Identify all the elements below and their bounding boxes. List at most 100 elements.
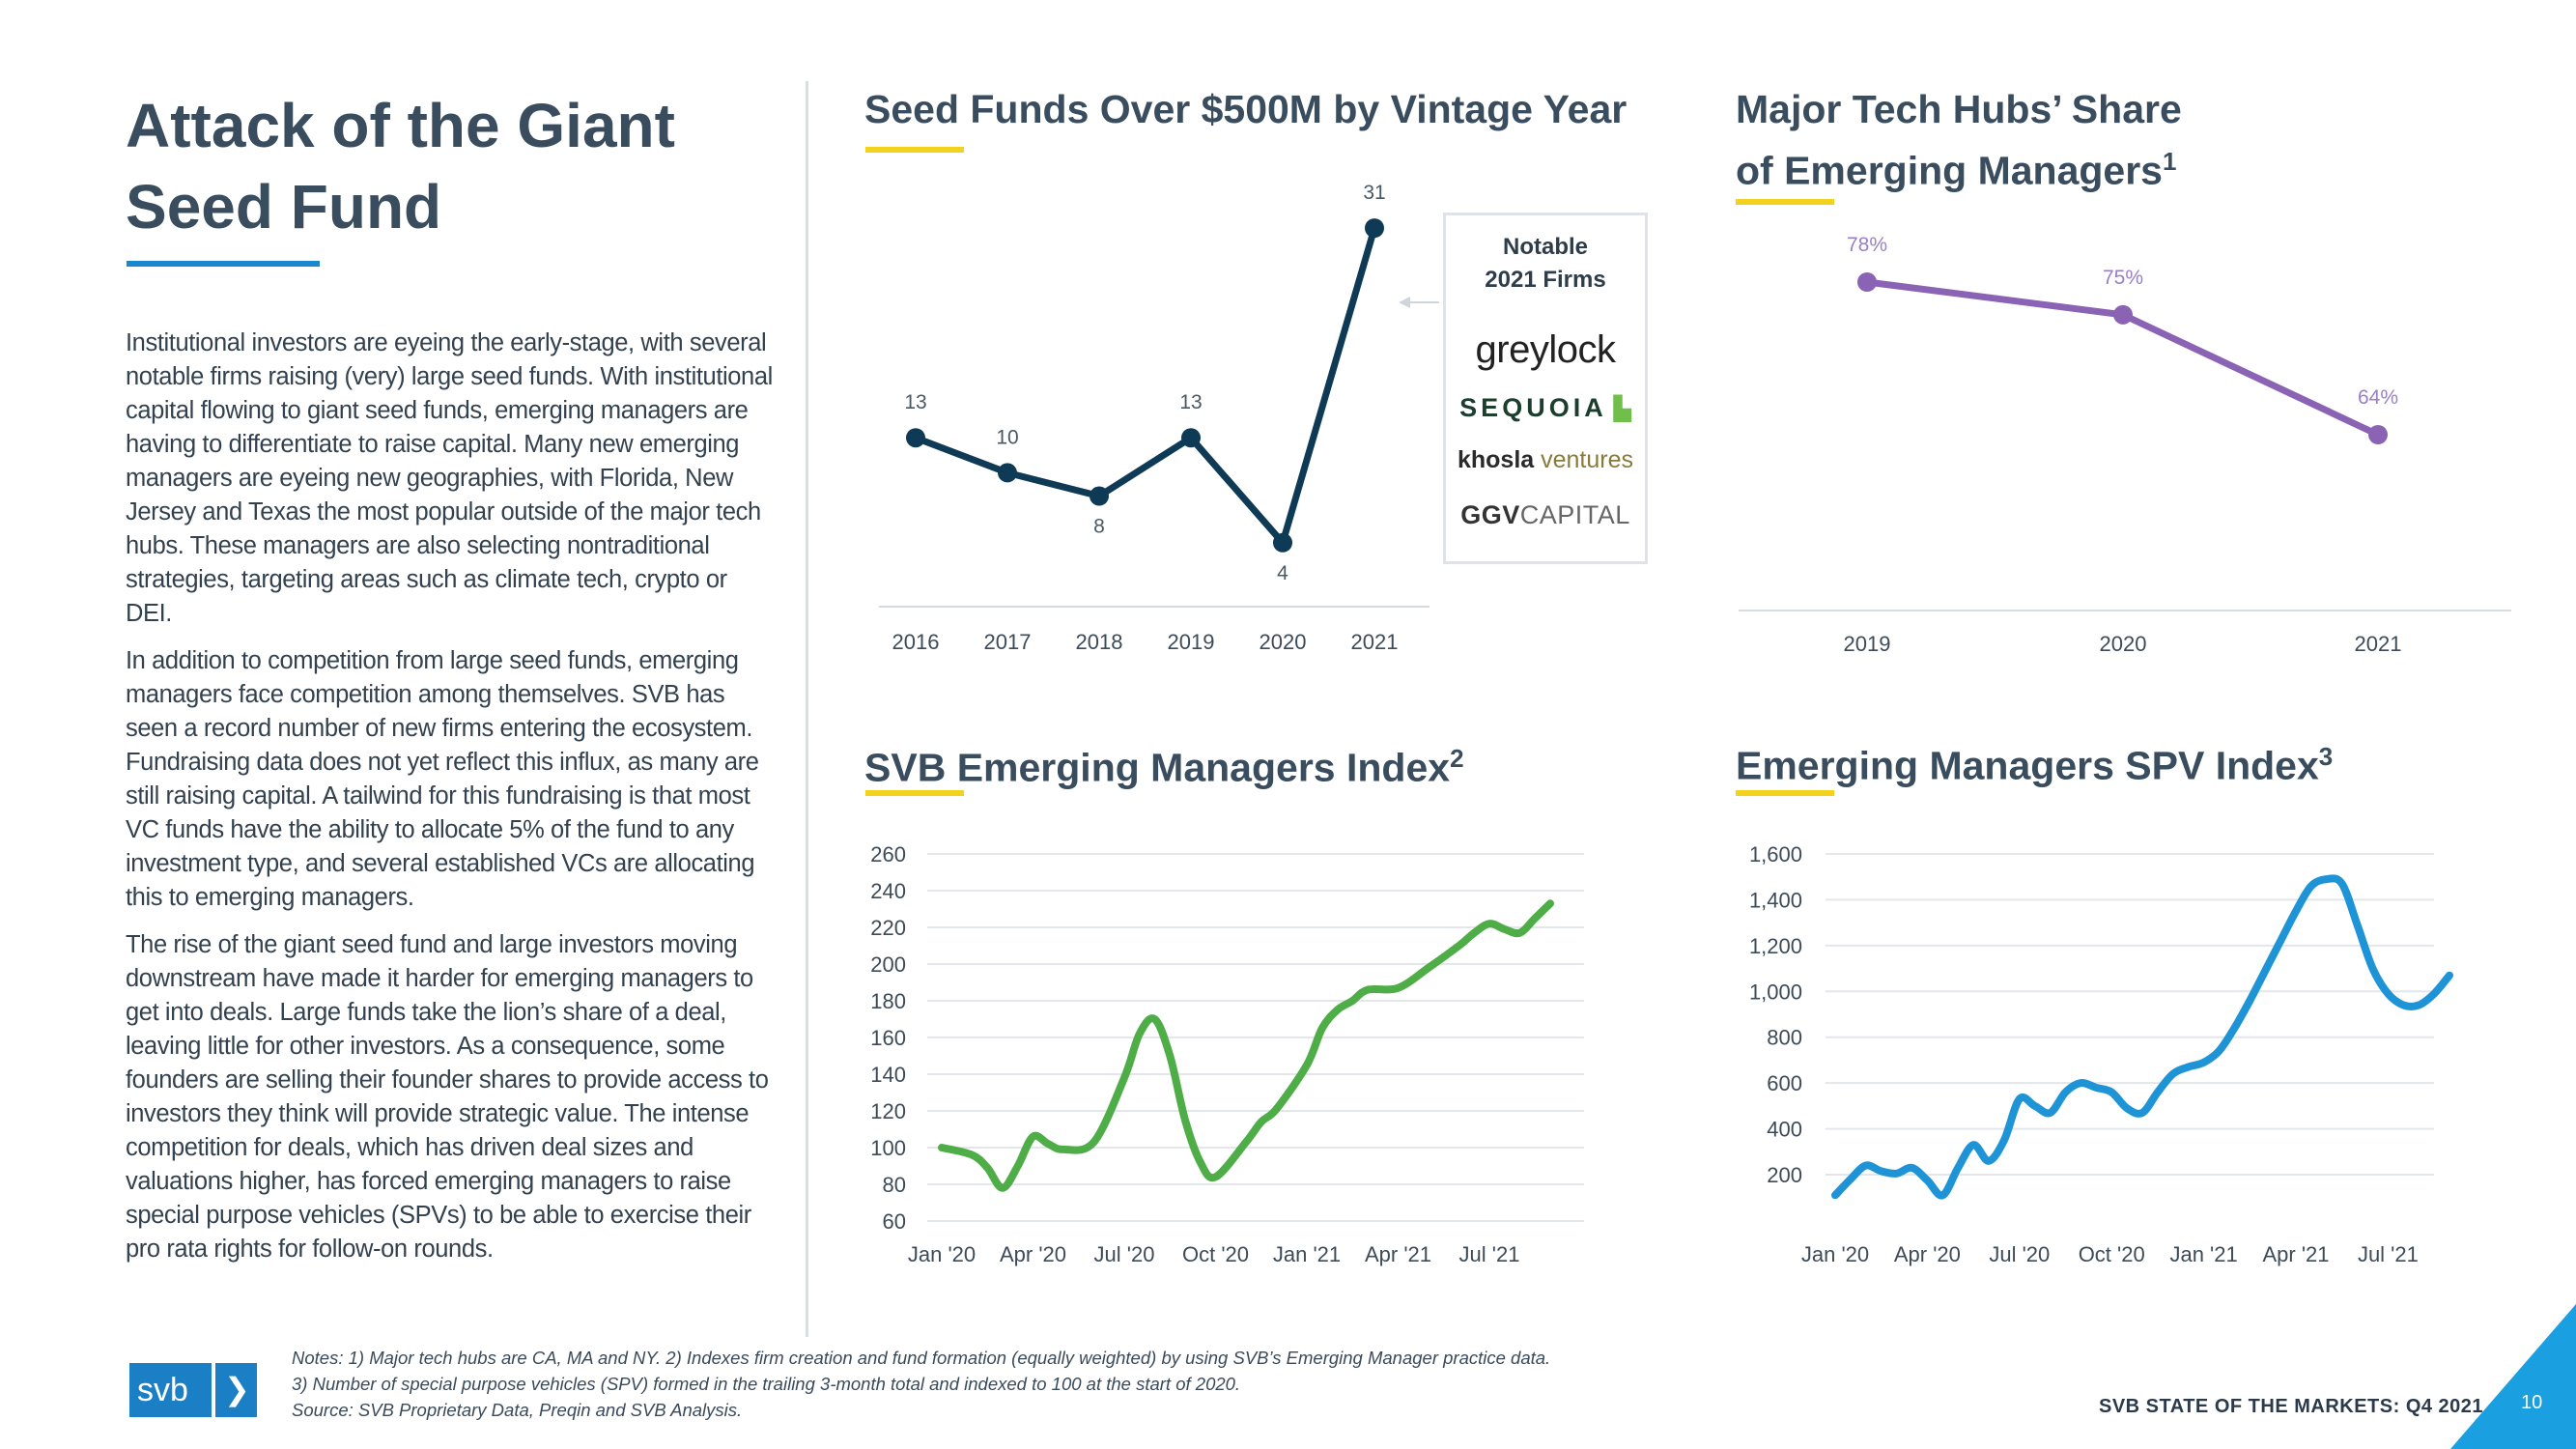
y-tick-label: 220 [870,916,906,940]
data-point [906,428,925,448]
data-label: 31 [1363,184,1385,204]
x-tick-label: 2017 [984,630,1032,654]
svb-logo-text: svb [137,1372,188,1408]
y-tick-label: 180 [870,989,906,1013]
y-tick-label: 240 [870,879,906,903]
data-label: 75% [2103,267,2143,289]
data-point [1857,272,1877,292]
x-tick-label: Apr '21 [2262,1242,2329,1266]
y-tick-label: 140 [870,1063,906,1087]
chart-title-tech-hubs-line2: of Emerging Managers [1736,148,2163,193]
paragraph-1: Institutional investors are eyeing the e… [126,329,773,627]
y-tick-label: 200 [1767,1163,1802,1187]
chart-seed-funds: 13 2016 10 2017 8 2018 13 2019 4 2020 31 2021 [879,184,1439,654]
data-label: 8 [1093,516,1105,538]
title-underline [127,261,320,267]
paragraph-2: In addition to competition from large se… [126,647,759,911]
paragraph-3: The rise of the giant seed fund and larg… [126,931,769,1263]
chevron-right-icon: ❯ [215,1363,257,1417]
x-tick-label: Jul '21 [2358,1242,2419,1266]
x-tick-label: Jul '21 [1459,1242,1520,1266]
notable-firms-title-line2: 2021 Firms [1485,267,1606,293]
data-point [2113,304,2133,325]
chart-title-emi: SVB Emerging Managers Index2 [864,732,1464,794]
chart-title-emi-text: SVB Emerging Managers Index [864,745,1451,790]
y-tick-label: 600 [1767,1071,1802,1095]
chart-title-tech-hubs: Major Tech Hubs’ Share of Emerging Manag… [1736,83,2182,197]
chart-underline-spv [1736,790,1834,796]
data-point [998,463,1017,483]
data-point [1365,218,1384,239]
notable-firms-title-line1: Notable [1502,234,1588,260]
x-tick-label: 2019 [1844,632,1891,656]
y-tick-label: 160 [870,1026,906,1050]
notes-line-1: Notes: 1) Major tech hubs are CA, MA and… [292,1348,1551,1368]
x-tick-label: 2021 [1351,630,1399,654]
notable-firms-box: Notable 2021 Firms greylock SEQUOIA ▙ kh… [1443,213,1648,564]
page-title: Attack of the Giant Seed Fund [126,85,724,247]
x-tick-label: 2020 [2100,632,2147,656]
x-tick-label: Apr '21 [1365,1242,1431,1266]
y-tick-label: 80 [883,1173,906,1197]
ggv-capital-text: CAPITAL [1519,500,1630,529]
y-tick-label: 60 [883,1209,906,1234]
x-tick-label: Jul '20 [1989,1242,2050,1266]
chart-spv-line [1831,874,2453,1200]
sequoia-leaf-icon: ▙ [1606,396,1631,422]
data-label: 13 [1179,391,1202,413]
khosla-logo-text: khosla [1457,446,1535,473]
y-tick-label: 200 [870,952,906,977]
chart-tech-hubs: 78% 2019 75% 2020 64% 2021 [1739,234,2511,656]
chart-spv: 1,600 1,400 1,200 1,000 800 600 400 200 Jan '20… [1749,842,2453,1266]
footnotes: Notes: 1) Major tech hubs are CA, MA and… [292,1345,1741,1423]
data-point [1273,532,1292,553]
data-label: 4 [1277,562,1288,584]
column-divider [806,81,808,1337]
chart-emi-line [938,899,1554,1192]
chart-title-seed-funds-text: Seed Funds Over $500M by Vintage Year [864,87,1628,131]
greylock-logo-text: greylock [1475,328,1616,371]
x-tick-label: Apr '20 [1000,1242,1066,1266]
ggv-logo-text: GGV [1460,500,1520,529]
page-title-line2: Seed Fund [126,172,442,242]
x-tick-label: 2021 [2355,632,2402,656]
chart-underline-tech-hubs [1736,199,1834,205]
data-label: 13 [904,391,926,413]
data-label: 10 [996,426,1018,448]
chart-seed-funds-line [914,227,1378,547]
sequoia-logo: SEQUOIA ▙ [1446,390,1645,427]
chart-underline-emi [865,790,964,796]
x-tick-label: 2018 [1076,630,1123,654]
y-tick-label: 100 [870,1136,906,1160]
notable-firms-title: Notable 2021 Firms [1446,231,1645,297]
x-tick-label: Jan '20 [908,1242,976,1266]
y-tick-label: 1,200 [1749,934,1802,958]
khosla-logo: khosla ventures [1446,443,1645,476]
x-tick-label: 2016 [892,630,940,654]
chart-underline-seed-funds [865,147,964,153]
data-point [1181,428,1201,448]
notes-line-2: 3) Number of special purpose vehicles (S… [292,1374,1241,1394]
chart-emi: 260 240 220 200 180 160 140 120 100 80 60 Jan '20 A… [870,842,1584,1266]
data-point [1090,486,1109,506]
data-label: 78% [1847,234,1887,256]
y-tick-label: 1,600 [1749,842,1802,867]
x-tick-label: Jul '20 [1094,1242,1155,1266]
x-tick-label: Apr '20 [1894,1242,1961,1266]
y-tick-label: 260 [870,842,906,867]
chart-title-spv-text: Emerging Managers SPV Index [1736,743,2319,788]
x-tick-label: Jan '20 [1801,1242,1869,1266]
chevron-right-glyph: ❯ [224,1372,250,1406]
footnote-mark-2: 2 [1450,744,1464,773]
chart-title-spv: Emerging Managers SPV Index3 [1736,730,2333,792]
footnote-mark-1: 1 [2162,147,2177,176]
khosla-ventures-text: ventures [1541,446,1634,473]
chart-title-seed-funds: Seed Funds Over $500M by Vintage Year [864,83,1627,135]
page-number: 10 [2521,1392,2543,1413]
brand-footer: SVB STATE OF THE MARKETS: Q4 2021 [2099,1396,2484,1417]
y-tick-label: 1,400 [1749,888,1802,912]
footnote-mark-3: 3 [2318,742,2334,771]
chart-title-tech-hubs-line1: Major Tech Hubs’ Share [1736,87,2182,131]
y-tick-label: 800 [1767,1026,1802,1050]
chart-tech-hubs-line [1866,278,2380,439]
